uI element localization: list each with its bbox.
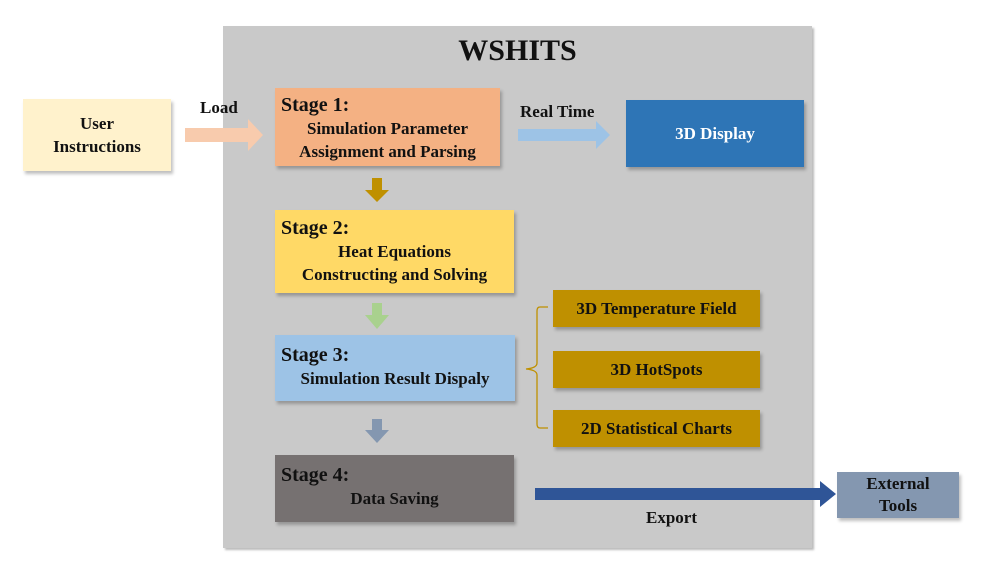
output-3d-temperature-field: 3D Temperature Field — [553, 290, 760, 327]
stage-4-line1: Data Saving — [350, 489, 439, 508]
stage-1-line2: Assignment and Parsing — [299, 142, 476, 161]
stage-1-box: Stage 1: Simulation Parameter Assignment… — [275, 88, 500, 166]
output-3d-hotspots: 3D HotSpots — [553, 351, 760, 388]
stage-2-heading: Stage 2: — [281, 217, 350, 239]
stage-4-heading: Stage 4: — [281, 464, 350, 486]
load-arrow — [185, 119, 263, 151]
stage-3-box: Stage 3: Simulation Result Dispaly — [275, 335, 515, 401]
realtime-arrow — [518, 121, 610, 149]
load-label: Load — [200, 98, 238, 117]
realtime-label: Real Time — [520, 102, 595, 121]
user-instructions-box: User Instructions — [23, 99, 171, 171]
stage-1-line1: Simulation Parameter — [307, 119, 468, 138]
stage-1-heading: Stage 1: — [281, 94, 350, 116]
output-label: 3D Temperature Field — [576, 299, 737, 318]
stage-2-line1: Heat Equations — [338, 242, 451, 261]
user-instructions-label: User Instructions — [53, 114, 141, 156]
stage-2-box: Stage 2: Heat Equations Constructing and… — [275, 210, 514, 293]
diagram-title: WSHITS — [458, 34, 577, 67]
stage-3-line1: Simulation Result Dispaly — [300, 369, 490, 388]
stage-4-box: Stage 4: Data Saving — [275, 455, 514, 522]
3d-display-label: 3D Display — [675, 124, 755, 143]
output-label: 2D Statistical Charts — [580, 419, 733, 438]
export-arrow — [535, 481, 836, 507]
external-tools-label: External Tools — [866, 474, 930, 515]
3d-display-box: 3D Display — [626, 100, 804, 167]
stage-3-heading: Stage 3: — [281, 344, 350, 366]
external-tools-box: External Tools — [837, 472, 959, 518]
export-label: Export — [646, 508, 697, 527]
output-label: 3D HotSpots — [610, 360, 703, 379]
down-arrow-stage3-4 — [365, 419, 389, 443]
output-bracket — [525, 306, 548, 429]
stage-2-line2: Constructing and Solving — [301, 265, 488, 284]
output-2d-statistical-charts: 2D Statistical Charts — [553, 410, 760, 447]
down-arrow-stage2-3 — [365, 303, 389, 329]
down-arrow-stage1-2 — [365, 178, 389, 202]
